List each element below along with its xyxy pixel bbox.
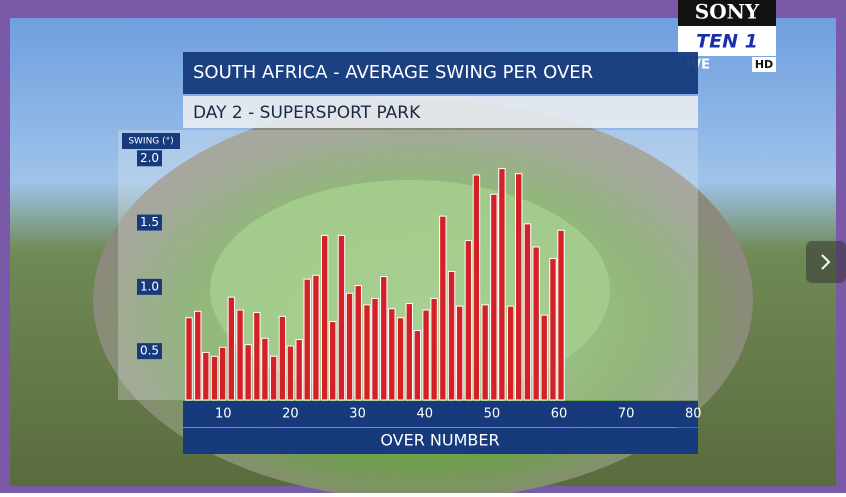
y-tick-box — [137, 150, 162, 167]
x-tick-label: 80 — [685, 407, 702, 422]
next-button[interactable] — [806, 241, 846, 283]
bar — [210, 355, 219, 401]
y-tick-label: 1.5 — [140, 215, 159, 229]
x-axis-label: OVER NUMBER — [380, 431, 499, 450]
bar — [506, 305, 515, 401]
y-tick-box — [137, 343, 162, 360]
bar — [447, 270, 456, 401]
bar — [422, 309, 430, 401]
bar — [472, 174, 481, 401]
logo-box — [678, 0, 776, 26]
bar — [185, 317, 193, 401]
bar — [295, 339, 303, 401]
bar — [244, 344, 252, 401]
bar — [523, 223, 532, 401]
bar — [202, 351, 210, 401]
bar — [396, 317, 405, 401]
bar — [227, 296, 236, 401]
bar — [261, 337, 269, 401]
bar — [515, 173, 523, 401]
logo-ten-box — [678, 26, 776, 56]
bar — [236, 309, 244, 401]
bar — [253, 312, 261, 401]
hd-badge: HD — [755, 58, 773, 71]
chart-subtitle: DAY 2 - SUPERSPORT PARK — [193, 103, 421, 123]
bar — [557, 229, 565, 401]
bar — [218, 346, 227, 401]
bar — [455, 305, 464, 401]
bar — [490, 193, 498, 401]
x-tick-label: 30 — [349, 407, 366, 422]
next-button-bg[interactable] — [806, 241, 846, 283]
x-tick-label: 50 — [484, 407, 501, 422]
bar — [439, 215, 447, 401]
bar — [532, 246, 540, 401]
y-tick-box — [137, 278, 162, 295]
bar — [269, 355, 278, 401]
bar — [329, 321, 337, 401]
bar — [371, 297, 379, 401]
bar — [549, 258, 557, 401]
logo-sony: SONY — [695, 0, 760, 24]
bar — [345, 292, 354, 401]
x-tick-label: 10 — [215, 407, 232, 422]
bar — [194, 310, 202, 401]
logo-ten: TEN 1 — [696, 31, 758, 53]
y-tick-box — [137, 214, 162, 231]
bar — [354, 285, 362, 401]
bar — [278, 315, 287, 401]
chart-title: SOUTH AFRICA - AVERAGE SWING PER OVER — [193, 62, 593, 83]
x-tick-label: 70 — [618, 407, 635, 422]
x-label-bar — [183, 428, 698, 454]
y-tick-label: 2.0 — [140, 151, 159, 165]
bar — [388, 308, 396, 401]
x-axis-bar — [183, 401, 698, 427]
bar — [380, 276, 388, 401]
x-tick-label: 60 — [551, 407, 568, 422]
bar — [413, 330, 422, 401]
y-label-box — [122, 133, 180, 149]
bar — [337, 234, 346, 401]
bar — [363, 304, 371, 401]
bar — [303, 278, 311, 401]
bar — [312, 274, 320, 401]
x-tick-label: 40 — [416, 407, 433, 422]
title-bar — [183, 52, 698, 94]
bar — [320, 234, 329, 401]
next-arrow[interactable] — [821, 254, 831, 270]
bar — [498, 168, 506, 401]
y-tick-label: 0.5 — [140, 344, 159, 358]
bar — [286, 345, 295, 401]
y-tick-label: 1.0 — [140, 279, 159, 293]
subtitle-bar — [183, 96, 698, 128]
bar — [481, 304, 489, 401]
bar — [405, 303, 413, 401]
bar — [464, 240, 473, 401]
bar — [430, 297, 438, 401]
x-tick-label: 20 — [282, 407, 299, 422]
hd-box — [752, 57, 776, 72]
y-axis-label: SWING (°) — [128, 137, 173, 147]
bar — [540, 314, 548, 401]
